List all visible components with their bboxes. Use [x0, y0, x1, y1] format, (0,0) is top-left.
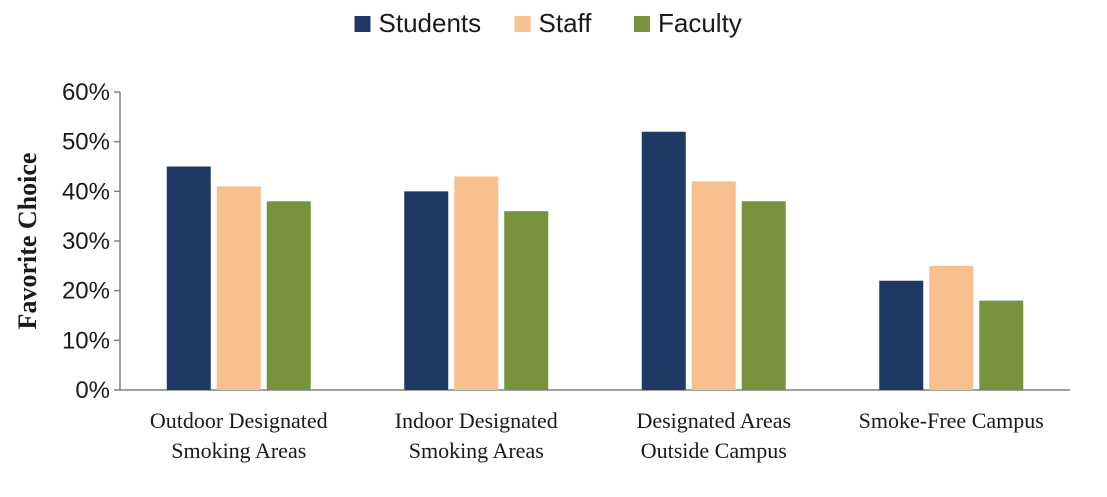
x-category-label: Designated Areas Outside Campus	[636, 408, 791, 463]
bar-staff-2	[454, 176, 499, 390]
chart-legend: Students Staff Faculty	[354, 8, 742, 38]
x-category-label: Outdoor Designated Smoking Areas	[150, 408, 328, 463]
x-axis-categories: Outdoor Designated Smoking Areas Indoor De…	[150, 408, 1044, 463]
y-tick-label: 20%	[62, 278, 110, 305]
legend-swatch-students	[354, 16, 371, 32]
bar-faculty-1	[266, 201, 311, 390]
y-axis-ticks: 0% 10% 20% 30% 40% 50% 60%	[62, 79, 120, 404]
x-category-label: Indoor Designated Smoking Areas	[395, 408, 558, 463]
bar-students-4	[879, 280, 924, 390]
bar-series	[166, 131, 1024, 390]
legend-label-staff: Staff	[539, 8, 593, 38]
bar-staff-4	[929, 265, 974, 390]
bar-faculty-4	[979, 300, 1024, 390]
bar-faculty-3	[741, 201, 786, 390]
legend-label-students: Students	[379, 8, 482, 38]
legend-label-faculty: Faculty	[658, 8, 742, 38]
y-tick-label: 10%	[62, 327, 110, 354]
bar-students-3	[641, 131, 686, 390]
y-axis-title: Favorite Choice	[13, 153, 42, 330]
y-tick-label: 50%	[62, 129, 110, 156]
y-tick-label: 40%	[62, 178, 110, 205]
bar-staff-3	[691, 181, 736, 390]
legend-swatch-staff	[514, 16, 531, 32]
y-tick-label: 60%	[62, 79, 110, 106]
legend-swatch-faculty	[634, 16, 650, 32]
bar-students-1	[166, 166, 211, 390]
y-tick-label: 0%	[75, 377, 110, 404]
bar-staff-1	[216, 186, 261, 390]
x-category-label: Smoke-Free Campus	[859, 408, 1044, 433]
y-tick-label: 30%	[62, 228, 110, 255]
bar-students-2	[404, 191, 449, 390]
bar-faculty-2	[504, 211, 549, 390]
